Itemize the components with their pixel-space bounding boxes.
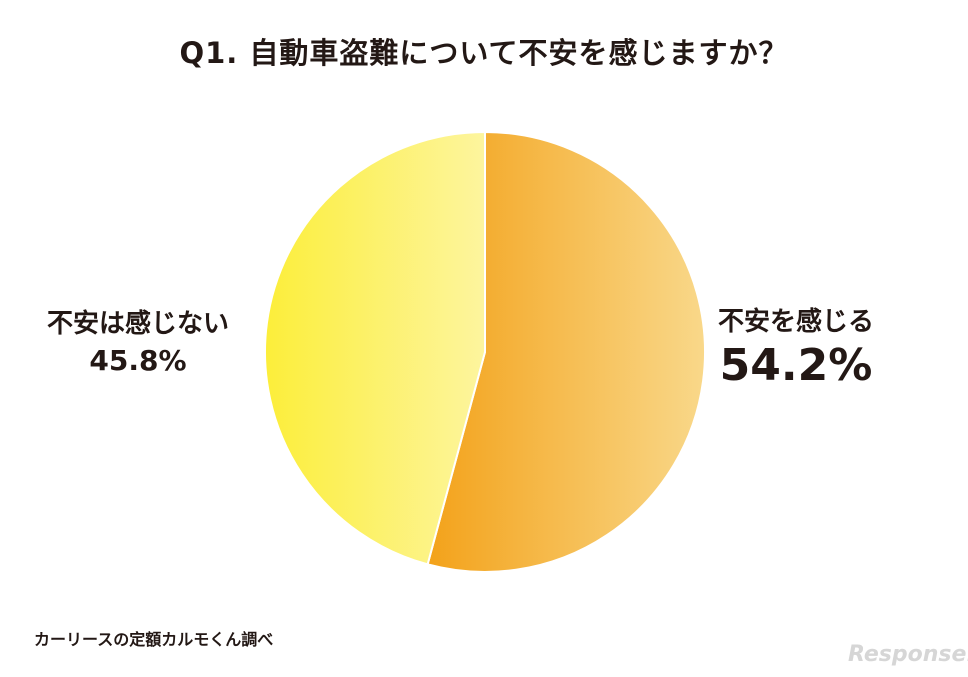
slice-value-not-anxious: 45.8% [89,344,187,377]
source-note: カーリースの定額カルモくん調べ [34,630,274,649]
watermark-logo: Response. [848,642,968,667]
chart-title: Q1. 自動車盗難について不安を感じますか？ [179,36,789,70]
slice-label-anxious: 不安を感じる 54.2% [706,304,886,392]
slice-name-not-anxious: 不安は感じない [46,309,229,339]
pie-slice-anxious [426,130,706,573]
slice-label-not-anxious: 不安は感じない 45.8% [38,306,238,380]
slice-name-anxious: 不安を感じる [717,307,874,337]
slice-value-anxious: 54.2% [719,340,873,391]
pie-slice-not-anxious [264,130,486,566]
